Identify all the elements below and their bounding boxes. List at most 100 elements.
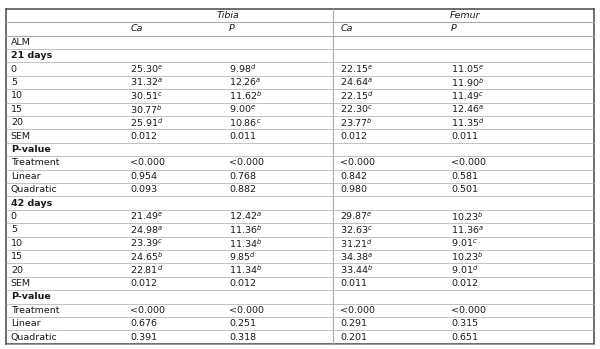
Text: 23.77$^{b}$: 23.77$^{b}$	[340, 116, 373, 129]
Text: 12.42$^{a}$: 12.42$^{a}$	[229, 210, 262, 222]
Text: 0.012: 0.012	[229, 279, 256, 288]
Text: 0.315: 0.315	[451, 319, 478, 328]
Text: <0.000: <0.000	[340, 158, 375, 167]
Text: 0.980: 0.980	[340, 185, 367, 194]
Text: 20: 20	[11, 118, 23, 127]
Text: 25.30$^{e}$: 25.30$^{e}$	[130, 63, 163, 75]
Text: 11.36$^{a}$: 11.36$^{a}$	[451, 224, 484, 236]
Text: 32.63$^{c}$: 32.63$^{c}$	[340, 224, 373, 236]
Text: 10.86$^{c}$: 10.86$^{c}$	[229, 117, 262, 129]
Text: 0.201: 0.201	[340, 333, 367, 342]
Text: 0.842: 0.842	[340, 172, 367, 181]
Text: 42 days: 42 days	[11, 199, 52, 208]
Text: 30.77$^{b}$: 30.77$^{b}$	[130, 103, 163, 116]
Text: Tibia: Tibia	[217, 11, 239, 20]
Text: <0.000: <0.000	[229, 158, 264, 167]
Text: 0.768: 0.768	[229, 172, 256, 181]
Text: 0.391: 0.391	[130, 333, 157, 342]
Text: 9.00$^{e}$: 9.00$^{e}$	[229, 103, 256, 115]
Text: 15: 15	[11, 252, 23, 261]
Text: 0.011: 0.011	[340, 279, 367, 288]
Text: 0.318: 0.318	[229, 333, 256, 342]
Text: 9.01$^{c}$: 9.01$^{c}$	[451, 237, 478, 249]
Text: 11.34$^{b}$: 11.34$^{b}$	[229, 237, 262, 250]
Text: 12.26$^{a}$: 12.26$^{a}$	[229, 76, 262, 88]
Text: 12.46$^{a}$: 12.46$^{a}$	[451, 103, 484, 115]
Text: SEM: SEM	[11, 279, 31, 288]
Text: 11.05$^{e}$: 11.05$^{e}$	[451, 63, 484, 75]
Text: 0.291: 0.291	[340, 319, 367, 328]
Text: <0.000: <0.000	[130, 158, 165, 167]
Text: 0.012: 0.012	[340, 132, 367, 141]
Text: 21 days: 21 days	[11, 51, 52, 60]
Text: P-value: P-value	[11, 292, 50, 301]
Text: 0.093: 0.093	[130, 185, 157, 194]
Text: 24.64$^{a}$: 24.64$^{a}$	[340, 76, 373, 88]
Text: Quadratic: Quadratic	[11, 185, 58, 194]
Text: SEM: SEM	[11, 132, 31, 141]
Text: 11.34$^{b}$: 11.34$^{b}$	[229, 264, 262, 276]
Text: 0.011: 0.011	[451, 132, 478, 141]
Text: 0.011: 0.011	[229, 132, 256, 141]
Text: Linear: Linear	[11, 172, 40, 181]
Text: 0: 0	[11, 65, 17, 74]
Text: <0.000: <0.000	[451, 158, 486, 167]
Text: P-value: P-value	[11, 145, 50, 154]
Text: 0: 0	[11, 212, 17, 221]
Text: Femur: Femur	[450, 11, 480, 20]
Text: 5: 5	[11, 225, 17, 234]
Text: <0.000: <0.000	[451, 306, 486, 315]
Text: P: P	[229, 24, 235, 33]
Text: 10: 10	[11, 239, 23, 248]
Text: 22.15$^{e}$: 22.15$^{e}$	[340, 63, 373, 75]
Text: <0.000: <0.000	[130, 306, 165, 315]
Text: 34.38$^{a}$: 34.38$^{a}$	[340, 251, 373, 263]
Text: Ca: Ca	[340, 24, 353, 33]
Text: 22.81$^{d}$: 22.81$^{d}$	[130, 264, 163, 276]
Text: <0.000: <0.000	[229, 306, 264, 315]
Text: 33.44$^{b}$: 33.44$^{b}$	[340, 264, 373, 276]
Text: <0.000: <0.000	[340, 306, 375, 315]
Text: P: P	[451, 24, 457, 33]
Text: 22.15$^{d}$: 22.15$^{d}$	[340, 90, 374, 102]
Text: Treatment: Treatment	[11, 158, 59, 167]
Text: 31.32$^{a}$: 31.32$^{a}$	[130, 76, 163, 88]
Text: 0.012: 0.012	[451, 279, 478, 288]
Text: 0.501: 0.501	[451, 185, 478, 194]
Text: 5: 5	[11, 78, 17, 87]
Text: 30.51$^{c}$: 30.51$^{c}$	[130, 90, 163, 102]
Text: 0.954: 0.954	[130, 172, 157, 181]
Text: 22.30$^{c}$: 22.30$^{c}$	[340, 103, 373, 115]
Text: 21.49$^{e}$: 21.49$^{e}$	[130, 210, 163, 222]
Text: 0.676: 0.676	[130, 319, 157, 328]
Text: 11.36$^{b}$: 11.36$^{b}$	[229, 224, 262, 236]
Text: 10.23$^{b}$: 10.23$^{b}$	[451, 210, 484, 223]
Text: 24.65$^{b}$: 24.65$^{b}$	[130, 250, 163, 263]
Text: 9.01$^{d}$: 9.01$^{d}$	[451, 264, 479, 276]
Text: 10: 10	[11, 91, 23, 100]
Text: 25.91$^{d}$: 25.91$^{d}$	[130, 116, 164, 129]
Text: 11.90$^{b}$: 11.90$^{b}$	[451, 76, 484, 89]
Text: 31.21$^{d}$: 31.21$^{d}$	[340, 237, 373, 250]
Text: 15: 15	[11, 105, 23, 114]
Text: 23.39$^{c}$: 23.39$^{c}$	[130, 237, 163, 249]
Text: 9.98$^{d}$: 9.98$^{d}$	[229, 63, 257, 75]
Text: 0.882: 0.882	[229, 185, 256, 194]
Text: Quadratic: Quadratic	[11, 333, 58, 342]
Text: 20: 20	[11, 266, 23, 275]
Text: 10.23$^{b}$: 10.23$^{b}$	[451, 250, 484, 263]
Text: 9.85$^{d}$: 9.85$^{d}$	[229, 250, 256, 263]
Text: Linear: Linear	[11, 319, 40, 328]
Text: 11.62$^{b}$: 11.62$^{b}$	[229, 90, 262, 102]
Text: 0.581: 0.581	[451, 172, 478, 181]
Text: Treatment: Treatment	[11, 306, 59, 315]
Text: 0.012: 0.012	[130, 279, 157, 288]
Text: 11.49$^{c}$: 11.49$^{c}$	[451, 90, 484, 102]
Text: 0.651: 0.651	[451, 333, 478, 342]
Text: 29.87$^{e}$: 29.87$^{e}$	[340, 210, 373, 222]
Text: ALM: ALM	[11, 38, 31, 47]
Text: 24.98$^{a}$: 24.98$^{a}$	[130, 224, 163, 236]
Text: Ca: Ca	[130, 24, 143, 33]
Text: 0.251: 0.251	[229, 319, 256, 328]
Text: 0.012: 0.012	[130, 132, 157, 141]
